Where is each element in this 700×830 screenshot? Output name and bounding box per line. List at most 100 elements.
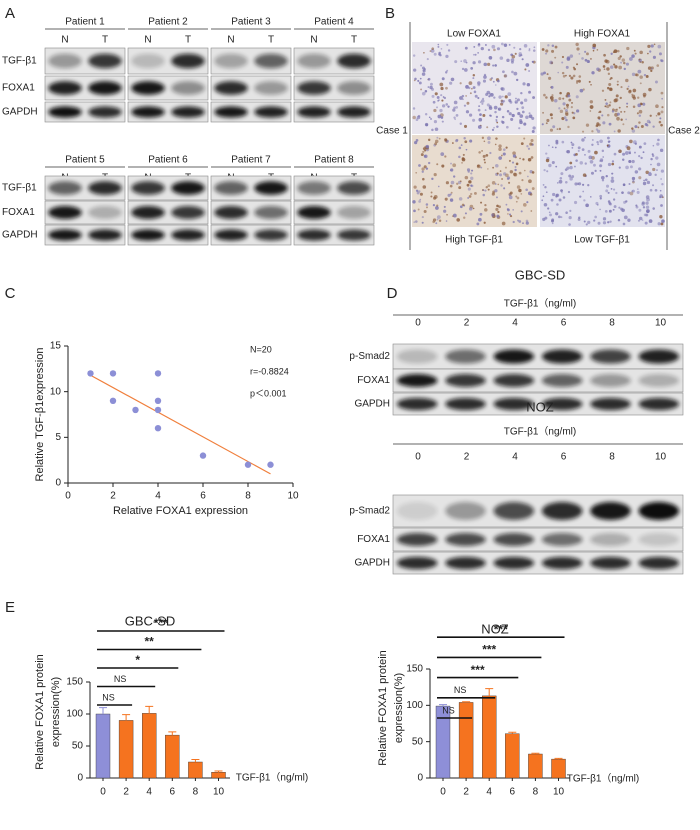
lane-label: T	[351, 35, 357, 46]
ihc-cell	[585, 203, 589, 208]
ihc-cell	[545, 158, 550, 163]
ihc-cell	[453, 116, 456, 119]
y-axis-label: expression(%)	[393, 673, 405, 743]
ihc-cell	[501, 87, 505, 91]
ihc-cell	[659, 59, 663, 62]
blot-band	[171, 229, 205, 241]
ihc-cell	[445, 71, 448, 74]
ihc-cell	[530, 138, 534, 143]
ihc-cell	[576, 80, 579, 83]
ihc-cell	[488, 95, 491, 98]
ihc-cell	[413, 68, 417, 72]
ihc-cell	[487, 48, 491, 52]
ihc-cell	[501, 221, 506, 226]
ihc-cell	[628, 182, 631, 185]
blot-band	[590, 556, 631, 570]
ihc-cell	[643, 179, 645, 182]
ihc-cell	[550, 116, 553, 120]
ihc-cell	[532, 49, 536, 52]
x-tick-label: 4	[146, 787, 152, 798]
ihc-cell	[468, 195, 472, 198]
x-axis-label: Relative FOXA1 expression	[113, 505, 248, 517]
ihc-cell	[573, 200, 578, 205]
ihc-cell	[503, 74, 507, 78]
ihc-cell	[422, 177, 425, 181]
ihc-cell	[587, 220, 591, 225]
y-tick-label: 100	[406, 700, 423, 711]
error-bar	[439, 704, 447, 707]
ihc-cell	[417, 208, 420, 211]
ihc-cell	[429, 50, 432, 52]
x-axis-label: TGF-β1（ng/ml)	[567, 773, 639, 785]
ihc-cell	[569, 177, 573, 181]
ihc-cell	[504, 166, 507, 169]
ihc-cell	[437, 114, 442, 119]
ihc-cell	[643, 213, 647, 217]
ihc-cell	[554, 146, 557, 149]
ihc-cell	[435, 222, 438, 225]
ihc-cell	[613, 152, 617, 156]
ihc-cell	[660, 91, 664, 95]
y-tick-label: 150	[66, 677, 83, 688]
ihc-cell	[546, 73, 549, 76]
ihc-cell	[554, 56, 557, 59]
ihc-cell	[645, 170, 649, 175]
ihc-image	[540, 135, 665, 227]
ihc-cell	[605, 59, 610, 64]
blot-band	[541, 397, 583, 411]
ihc-cell	[508, 43, 511, 46]
ihc-cell	[504, 95, 508, 99]
ihc-cell	[423, 154, 428, 159]
ihc-cell	[468, 81, 473, 85]
ihc-cell	[489, 78, 493, 81]
ihc-cell	[482, 193, 486, 197]
ihc-cell	[498, 205, 501, 209]
ihc-cell	[652, 207, 655, 210]
ihc-cell	[519, 48, 522, 51]
blot-band	[638, 533, 680, 546]
ihc-cell	[575, 95, 579, 99]
ihc-cell	[614, 65, 618, 69]
ihc-cell	[654, 173, 657, 177]
lane-label: T	[102, 35, 108, 46]
blot-strip	[44, 175, 126, 201]
ihc-cell	[546, 170, 549, 173]
ihc-cell	[650, 163, 652, 166]
y-tick-label: 100	[66, 709, 83, 720]
blot-strip	[293, 75, 375, 101]
ihc-cell	[544, 186, 547, 189]
ihc-background	[540, 42, 665, 134]
blot-band	[337, 106, 371, 118]
y-axis-label: Relative FOXA1 protein	[377, 650, 389, 766]
ihc-cell	[560, 216, 563, 219]
ihc-cell	[465, 110, 470, 114]
ihc-cell	[657, 138, 660, 142]
ihc-cell	[543, 93, 546, 97]
blot-band	[396, 533, 438, 546]
ihc-cell	[634, 52, 637, 55]
ihc-cell	[560, 189, 563, 192]
ihc-cell	[487, 188, 490, 191]
ihc-cell	[661, 106, 664, 109]
ihc-cell	[650, 69, 653, 72]
ihc-cell	[599, 164, 603, 168]
ihc-cell	[593, 163, 596, 167]
ihc-cell	[628, 151, 631, 155]
ihc-cell	[449, 184, 453, 188]
blot-strip	[392, 392, 684, 416]
ihc-cell	[532, 126, 536, 130]
ihc-cell	[488, 92, 492, 96]
ihc-cell	[606, 184, 610, 188]
ihc-cell	[484, 44, 487, 46]
blot-band	[297, 181, 331, 195]
ihc-cell	[484, 204, 487, 207]
ihc-cell	[596, 49, 599, 51]
blot-band	[214, 206, 248, 219]
ihc-cell	[440, 152, 445, 156]
blot-band	[337, 81, 371, 95]
ihc-cell	[531, 129, 535, 133]
ihc-cell	[482, 154, 486, 158]
ihc-cell	[655, 114, 658, 117]
blot-strip	[44, 101, 126, 123]
y-tick-label: 50	[412, 736, 424, 747]
